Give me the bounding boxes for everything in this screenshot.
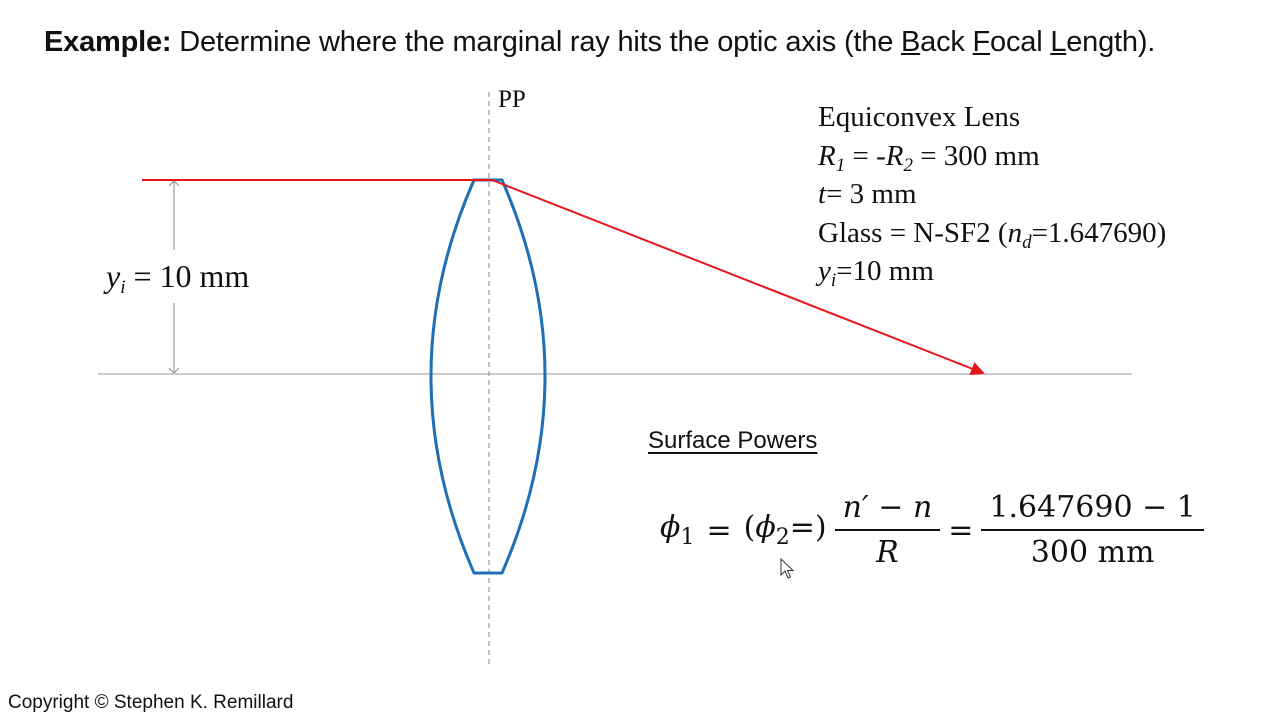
title-f-letter: F [972,26,991,58]
phi2-subscript: 2 [775,525,790,550]
title-l-letter: L [1050,26,1067,58]
fraction-numeric: 1.647690 − 1 300 mm [981,490,1204,570]
r1-symbol: R [818,139,836,172]
title-lead: Example: [44,26,172,58]
r1-subscript: 1 [835,154,846,176]
title-f-rest: ocal [990,26,1051,58]
paren-open: ( [743,510,756,545]
spec-ray-height: yi=10 mm [818,252,1166,291]
phi1-term: ϕ1 [660,510,694,550]
y-subscript: i [830,270,837,291]
r2-subscript: 2 [903,154,913,176]
title-b-letter: B [900,26,921,58]
title-b-rest: ack [920,26,973,58]
spec-radii: R1 = -R2 = 300 mm [818,137,1166,176]
paren-close: =) [789,510,827,545]
fraction-symbolic: n′ − n R [834,490,941,570]
ray-height-value: =10 mm [836,255,934,287]
t-symbol: t [818,178,827,210]
surface-powers-heading: Surface Powers [648,427,818,454]
numerator-symbolic: n′ − n [842,490,933,525]
lens-specs: Equiconvex Lens R1 = -R2 = 300 mm t= 3 m… [818,98,1166,291]
principal-plane-label: PP [498,86,526,113]
n-subscript: d [1022,231,1032,253]
numerator-numeric: 1.647690 − 1 [989,490,1196,525]
spec-glass: Glass = N-SF2 (nd=1.647690) [818,214,1166,253]
ray-height-label: yi = 10 mm [104,258,252,298]
denominator-symbolic: R [834,529,941,570]
equals-sign-1: = [706,512,732,548]
refracted-marginal-ray [491,179,985,376]
phi2-term: (ϕ2=) [744,510,827,550]
phi1-symbol: ϕ [660,510,681,545]
radii-value: = 300 mm [912,139,1040,172]
phi1-subscript: 1 [680,525,695,550]
radii-mid: = - [845,139,886,172]
y-symbol: y [818,255,831,287]
phi2-symbol: ϕ [755,510,776,545]
spec-thickness: t= 3 mm [818,175,1166,214]
r2-symbol: R [885,139,904,172]
yi-symbol: y [106,258,121,294]
slide-title: Example: Determine where the marginal ra… [44,26,1274,59]
spec-lens-type: Equiconvex Lens [818,101,1021,133]
yi-value: = 10 mm [125,258,250,294]
glass-name: Glass = N-SF2 ( [818,216,1008,249]
index-value: =1.647690) [1031,216,1167,249]
denominator-numeric: 300 mm [981,529,1204,570]
title-text: Determine where the marginal ray hits th… [171,26,901,58]
n-symbol: n [1007,216,1023,249]
equals-sign-2: = [948,512,974,548]
mouse-pointer-icon [780,558,795,579]
copyright-notice: Copyright © Stephen K. Remillard [8,692,294,713]
yi-subscript: i [120,277,126,298]
title-l-rest: ength). [1066,26,1156,58]
thickness-value: = 3 mm [826,178,917,210]
equiconvex-lens [429,178,547,575]
surface-power-equation: ϕ1 = (ϕ2=) n′ − n R = 1.647690 − 1 300 m… [660,490,1204,570]
